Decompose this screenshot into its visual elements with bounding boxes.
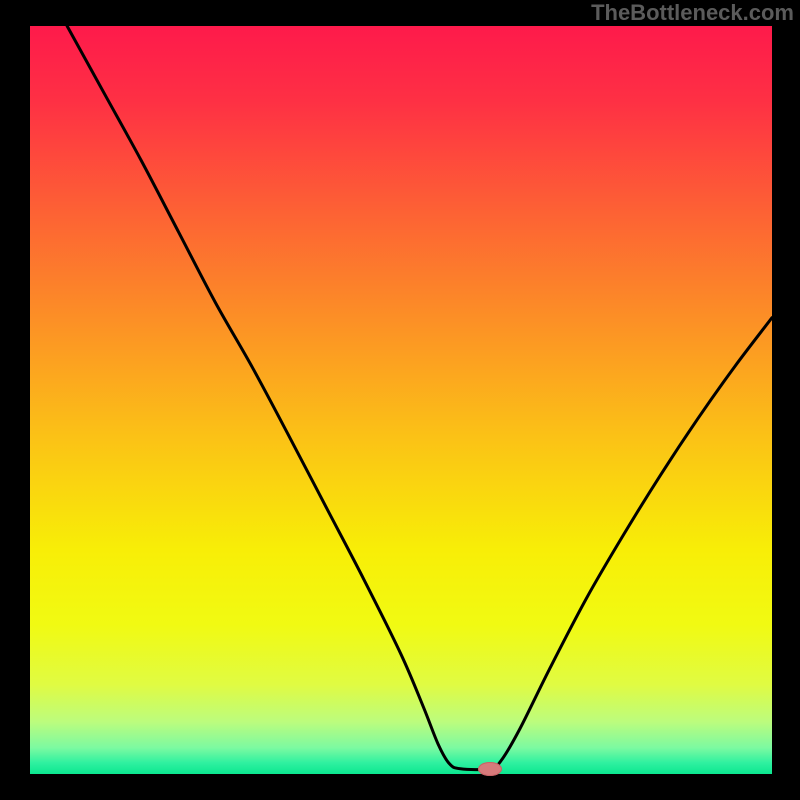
optimum-marker	[478, 762, 502, 776]
bottleneck-curve	[30, 26, 772, 774]
watermark-text: TheBottleneck.com	[591, 0, 794, 26]
chart-frame: TheBottleneck.com	[0, 0, 800, 800]
plot-area	[30, 26, 772, 774]
